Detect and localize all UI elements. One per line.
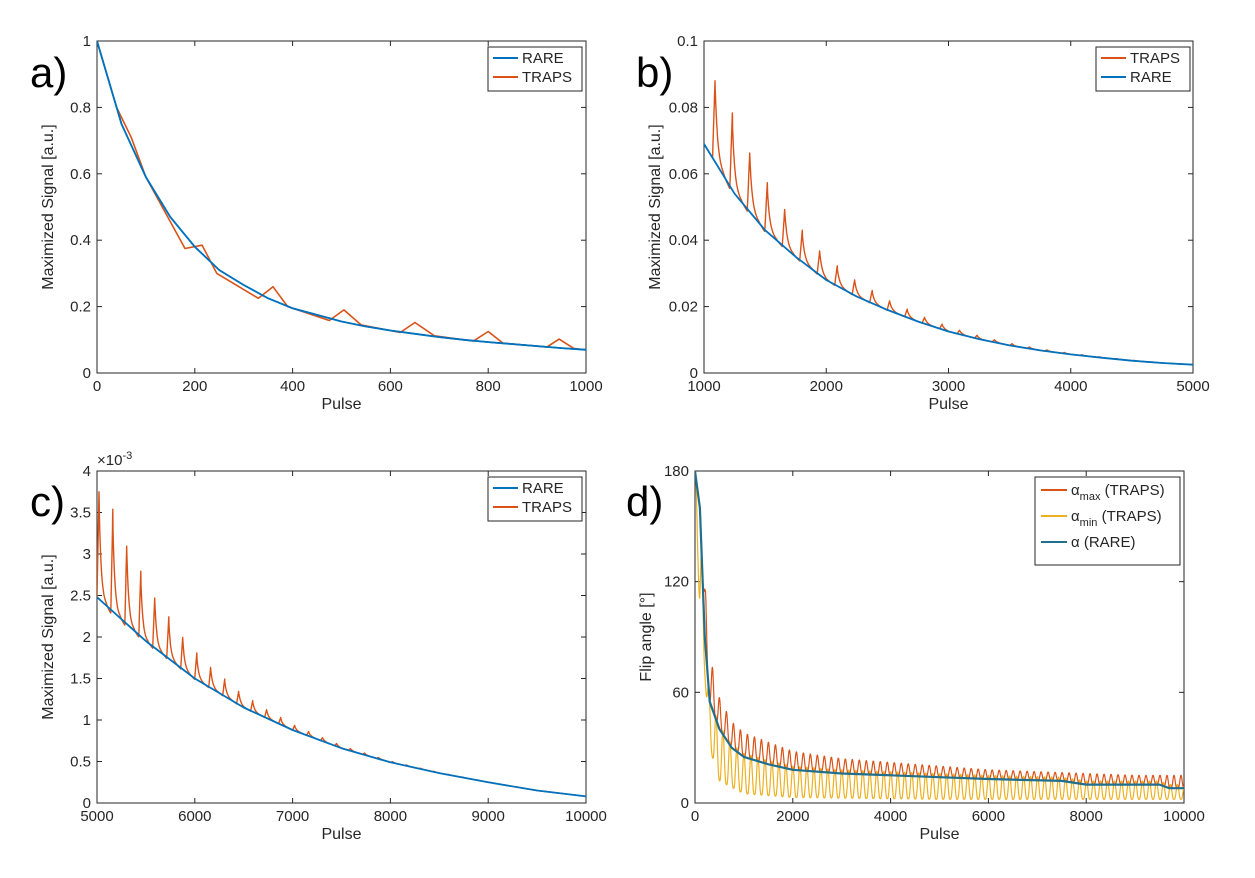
series-line-alpha-min <box>695 471 1184 800</box>
x-tick-label: 6000 <box>972 808 1005 825</box>
y-tick-label: 2 <box>83 629 91 646</box>
y-tick-label: 120 <box>664 574 689 591</box>
series-line-alpha-max <box>701 572 1184 789</box>
legend-box <box>487 46 583 92</box>
legend-label: α (RARE) <box>1071 534 1136 551</box>
legend-label: RARE <box>522 50 564 67</box>
legend-box <box>1034 476 1181 566</box>
y-tick-label: 0.02 <box>669 299 698 316</box>
y-tick-label: 0 <box>83 365 91 382</box>
plot-lines <box>97 41 586 351</box>
panel-label: b) <box>636 49 673 96</box>
x-tick-label: 800 <box>476 378 501 395</box>
panel-label: c) <box>30 478 65 525</box>
x-tick-label: 2000 <box>776 808 809 825</box>
y-axis-label: Flip angle [°] <box>638 592 655 681</box>
y-tick-label: 0.2 <box>70 299 91 316</box>
y-tick-label: 0.6 <box>70 166 91 183</box>
y-tick-label: 3.5 <box>70 505 91 522</box>
x-axis-label: Pulse <box>321 826 361 843</box>
y-tick-label: 60 <box>672 684 689 701</box>
legend-label: TRAPS <box>522 69 572 86</box>
x-tick-label: 600 <box>378 378 403 395</box>
series-line-rare <box>97 41 586 351</box>
y-tick-label: 0.06 <box>669 166 698 183</box>
y-tick-label: 1 <box>83 712 91 729</box>
x-tick-label: 7000 <box>276 808 309 825</box>
x-tick-label: 1000 <box>687 378 720 395</box>
y-tick-label: 0 <box>83 795 91 812</box>
x-tick-label: 200 <box>182 378 207 395</box>
x-tick-label: 400 <box>280 378 305 395</box>
plot-area <box>703 40 1194 374</box>
panel-label: a) <box>30 49 67 96</box>
series-line-alpha-rare <box>695 471 1184 790</box>
y-axis-label: Maximized Signal [a.u.] <box>40 124 57 289</box>
y-tick-label: 1 <box>83 33 91 50</box>
panel-label: d) <box>626 478 663 525</box>
x-tick-label: 0 <box>691 808 699 825</box>
y-tick-label: 0.4 <box>70 232 91 249</box>
legend-box <box>1095 46 1191 92</box>
y-axis-label: Maximized Signal [a.u.] <box>647 124 664 289</box>
legend-box <box>487 476 583 522</box>
x-tick-label: 4000 <box>874 808 907 825</box>
x-tick-label: 0 <box>93 378 101 395</box>
x-tick-label: 10000 <box>1163 808 1205 825</box>
y-tick-label: 180 <box>664 463 689 480</box>
panel-b: 1000 2000 3000 4000 5000 0 0.02 0.04 0.06 0.08 0.1… <box>636 33 1210 413</box>
y-tick-label: 2.5 <box>70 588 91 605</box>
legend-suffix: (TRAPS) <box>1097 508 1161 525</box>
x-tick-label: 8000 <box>374 808 407 825</box>
x-axis-label: Pulse <box>919 826 959 843</box>
x-axis-label: Pulse <box>928 396 968 413</box>
x-tick-label: 6000 <box>178 808 211 825</box>
y-tick-label: 0.04 <box>669 232 698 249</box>
plot-lines <box>695 471 1184 800</box>
y-tick-label: 3 <box>83 546 91 563</box>
series-line-rare <box>97 596 586 798</box>
legend-subscript: min <box>1080 517 1098 529</box>
x-tick-label: 4000 <box>1054 378 1087 395</box>
y-tick-label: 0.8 <box>70 99 91 116</box>
y-tick-label: 0 <box>681 795 689 812</box>
x-tick-label: 5000 <box>80 808 113 825</box>
exponent-label: ×10-3 <box>97 450 132 469</box>
x-tick-label: 5000 <box>1176 378 1209 395</box>
legend-label: TRAPS <box>522 499 572 516</box>
x-tick-label: 10000 <box>565 808 607 825</box>
legend-label: TRAPS <box>1130 50 1180 67</box>
y-tick-label: 0 <box>690 365 698 382</box>
x-tick-label: 8000 <box>1070 808 1103 825</box>
legend-subscript: max <box>1080 491 1101 503</box>
panel-d: 0 2000 4000 6000 8000 10000 0 60 120 180 Pulse Flip… <box>626 463 1205 843</box>
legend-suffix: (RARE) <box>1080 534 1136 551</box>
plot-lines <box>97 491 586 798</box>
plot-lines <box>704 80 1193 366</box>
y-tick-label: 0.5 <box>70 754 91 771</box>
legend-label: RARE <box>522 480 564 497</box>
y-tick-label: 0.08 <box>669 99 698 116</box>
series-line-rare <box>704 143 1193 366</box>
y-tick-label: 1.5 <box>70 671 91 688</box>
exponent-superscript: -3 <box>122 450 132 462</box>
panel-c: 5000 6000 7000 8000 9000 10000 0 0.5 1 1.5 2 2.5 3 3.… <box>30 450 607 843</box>
y-tick-label: 4 <box>83 463 91 480</box>
x-tick-label: 1000 <box>569 378 602 395</box>
y-axis-label: Maximized Signal [a.u.] <box>40 554 57 719</box>
legend-label: RARE <box>1130 69 1172 86</box>
x-tick-label: 2000 <box>810 378 843 395</box>
legend-suffix: (TRAPS) <box>1100 482 1164 499</box>
x-tick-label: 3000 <box>932 378 965 395</box>
x-tick-label: 9000 <box>472 808 505 825</box>
plot-area <box>96 40 587 374</box>
panel-a: 0 200 400 600 800 1000 0 0.2 0.4 0.6 0.8 1 Pulse Maxi… <box>30 33 603 413</box>
x-axis-label: Pulse <box>321 396 361 413</box>
y-tick-label: 0.1 <box>677 33 698 50</box>
